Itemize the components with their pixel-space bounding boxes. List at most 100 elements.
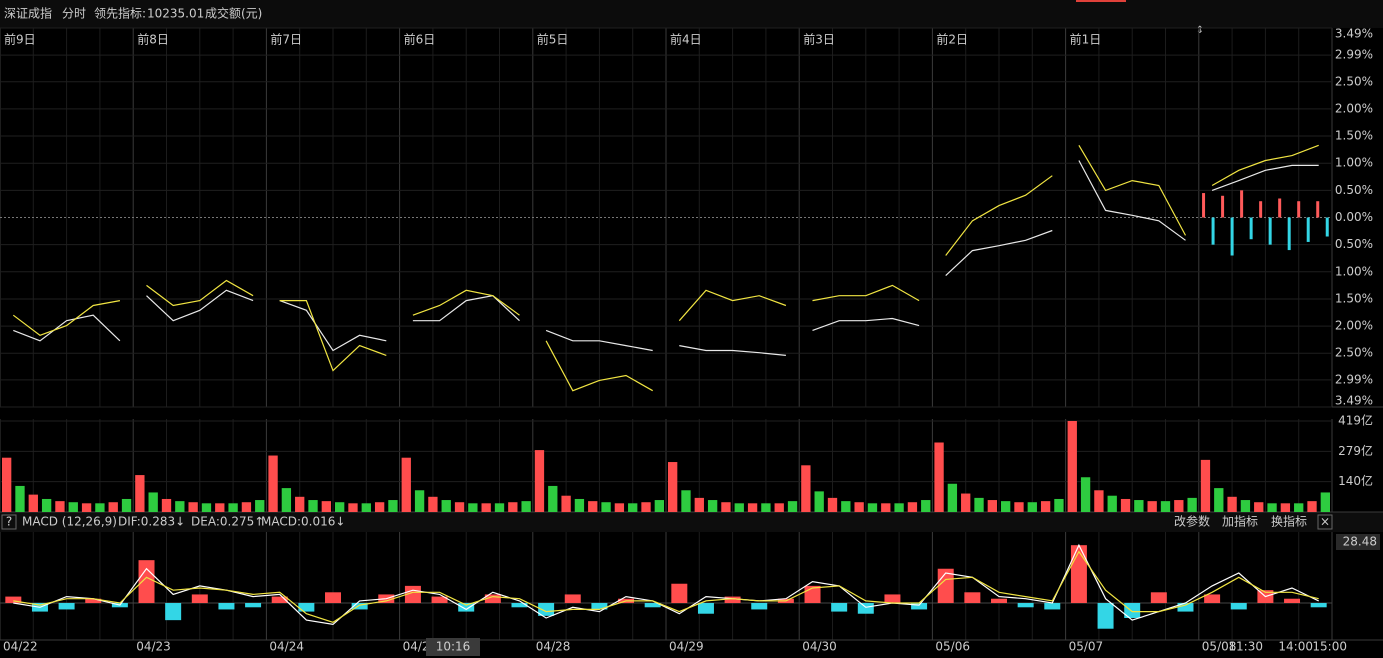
price-line <box>812 284 920 302</box>
x-tick-label: 05/08 <box>1202 640 1237 654</box>
volume-bar <box>374 502 385 512</box>
y-tick-label: 1.50% <box>1335 291 1373 305</box>
x-tick-label: 04/28 <box>536 640 571 654</box>
macd-bar <box>1177 603 1194 612</box>
day-label: 前7日 <box>270 32 302 47</box>
volume-bar <box>588 501 598 512</box>
y-tick-label: 1.50% <box>1335 129 1373 143</box>
volume-bar <box>921 500 931 512</box>
volume-bar <box>1134 500 1144 512</box>
macd-bar <box>404 585 421 604</box>
volume-bar <box>614 503 625 512</box>
x-tick-label: 04/23 <box>136 640 171 654</box>
volume-bar <box>1187 497 1197 512</box>
macd-title: MACD (12,26,9) <box>22 515 117 529</box>
volume-label: 成交额(元) <box>205 6 262 21</box>
y-tick-label: 2.99% <box>1335 372 1373 386</box>
volume-bar <box>55 501 65 512</box>
volume-bar <box>1160 501 1171 512</box>
volume-bar <box>1174 500 1184 512</box>
volume-bar <box>574 498 585 512</box>
volume-bar <box>641 502 651 512</box>
macd-bar <box>1124 603 1141 619</box>
macd-bar <box>991 598 1007 604</box>
lead-bar <box>1230 217 1234 256</box>
macd-bar <box>298 603 315 612</box>
volume-bar <box>454 502 465 512</box>
volume-bar <box>95 503 105 512</box>
cursor-label: 10:16 <box>436 640 471 654</box>
volume-bar <box>135 475 145 512</box>
button[interactable]: 改参数 <box>1174 514 1210 529</box>
macd-bar <box>1150 592 1167 604</box>
volume-bar <box>881 503 891 512</box>
x-tick-label: 04/24 <box>269 640 304 654</box>
help-box[interactable] <box>1 514 17 530</box>
time-label: 14:00 <box>1278 640 1313 654</box>
price-line <box>1078 160 1186 241</box>
volume-bar <box>241 502 252 512</box>
drag-icon[interactable]: ⇕ <box>1196 25 1204 36</box>
volume-bar <box>814 491 824 512</box>
button[interactable]: 换指标 <box>1271 514 1307 529</box>
index-name[interactable]: 深证成指 <box>4 6 52 21</box>
volume-bar <box>1107 495 1117 512</box>
macd-bar <box>538 603 555 616</box>
volume-bar <box>295 496 305 512</box>
cursor-box <box>426 638 480 656</box>
macd-bar <box>564 594 581 604</box>
volume-bar <box>707 500 718 512</box>
volume-bar <box>428 496 438 512</box>
mode[interactable]: 分时 <box>62 7 86 21</box>
macd-bar <box>1310 603 1327 608</box>
volume-bar <box>255 500 265 512</box>
macd-bar <box>724 596 741 604</box>
help[interactable]: ? <box>6 515 12 529</box>
price-line <box>412 289 520 316</box>
macd-bar <box>1230 603 1247 610</box>
macd-bar <box>644 603 661 608</box>
volume-bar <box>334 502 345 512</box>
volume-bar <box>694 497 704 512</box>
price-line <box>679 345 786 356</box>
price-line <box>545 329 653 352</box>
tab-indicator <box>1076 0 1126 2</box>
volume-bar <box>321 501 332 512</box>
macd-bar <box>351 603 368 610</box>
day-label: 前9日 <box>4 32 36 47</box>
macd-bar <box>431 596 448 604</box>
volume-bar <box>481 503 491 512</box>
volume-bar <box>907 502 918 512</box>
volume-bar <box>1040 501 1051 512</box>
button[interactable]: 加指标 <box>1222 514 1258 529</box>
y-tick-label: 140亿 <box>1338 473 1373 488</box>
volume-bar <box>867 503 878 512</box>
y-tick-label: 2.50% <box>1335 346 1373 360</box>
price-line <box>146 289 254 322</box>
top-bar <box>0 0 1383 28</box>
macd-bar <box>271 596 288 604</box>
x-tick-label: 05/06 <box>935 640 970 654</box>
close[interactable]: × <box>1320 515 1330 529</box>
y-tick-label: 2.99% <box>1335 48 1373 62</box>
y-tick-label: 279亿 <box>1338 443 1373 458</box>
lead-bar <box>1287 217 1291 251</box>
macd-bar <box>1044 603 1061 610</box>
volume-bar <box>148 492 158 512</box>
close-box[interactable] <box>1317 514 1333 530</box>
volume-bar <box>667 462 678 512</box>
volume-bar <box>841 501 851 512</box>
volume-bar <box>201 503 212 512</box>
macd-bar <box>751 603 768 610</box>
lead-bar <box>1306 217 1310 242</box>
volume-bar <box>494 503 505 512</box>
time-label: 15:00 <box>1312 640 1347 654</box>
volume-bar <box>721 502 731 512</box>
volume-bar <box>81 503 92 512</box>
volume-bar <box>1294 503 1304 512</box>
macd-bar <box>671 583 688 604</box>
volume-bar <box>1320 492 1331 512</box>
